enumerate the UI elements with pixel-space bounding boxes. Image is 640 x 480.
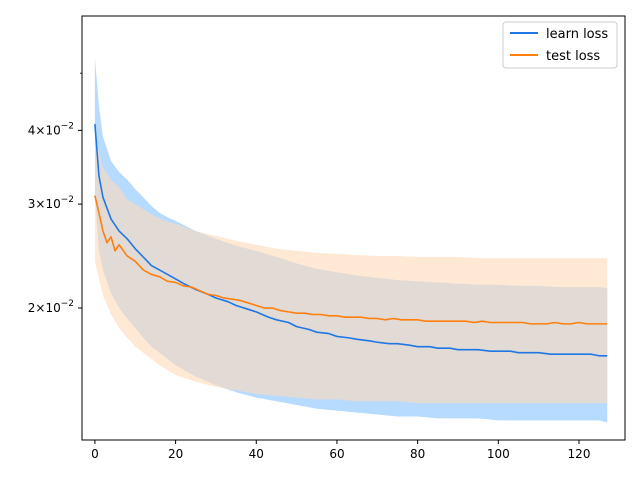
x-tick-label: 120 (568, 447, 591, 461)
line-learn-loss (94, 123, 608, 357)
legend-label-learn-loss: learn loss (546, 27, 608, 42)
band-test-loss (94, 133, 608, 404)
series-lines (94, 123, 608, 357)
legend: learn loss test loss (502, 21, 618, 69)
x-tick-label: 20 (168, 447, 183, 461)
x-tick-label: 0 (91, 447, 99, 461)
axes-frame (81, 15, 626, 441)
y-tick-label: 4×10−2 (28, 121, 74, 137)
x-axis-ticks: 0 20 40 60 80 100 120 (91, 440, 590, 461)
y-axis-ticks: 2×10−2 3×10−2 4×10−2 (28, 72, 82, 315)
confidence-bands (94, 58, 608, 423)
y-tick-label: 2×10−2 (28, 299, 74, 315)
x-tick-label: 100 (487, 447, 510, 461)
line-test-loss (94, 195, 608, 325)
x-tick-label: 40 (249, 447, 264, 461)
x-tick-label: 60 (329, 447, 344, 461)
legend-label-test-loss: test loss (546, 49, 600, 64)
y-tick-label: 3×10−2 (28, 195, 74, 211)
x-tick-label: 80 (410, 447, 425, 461)
